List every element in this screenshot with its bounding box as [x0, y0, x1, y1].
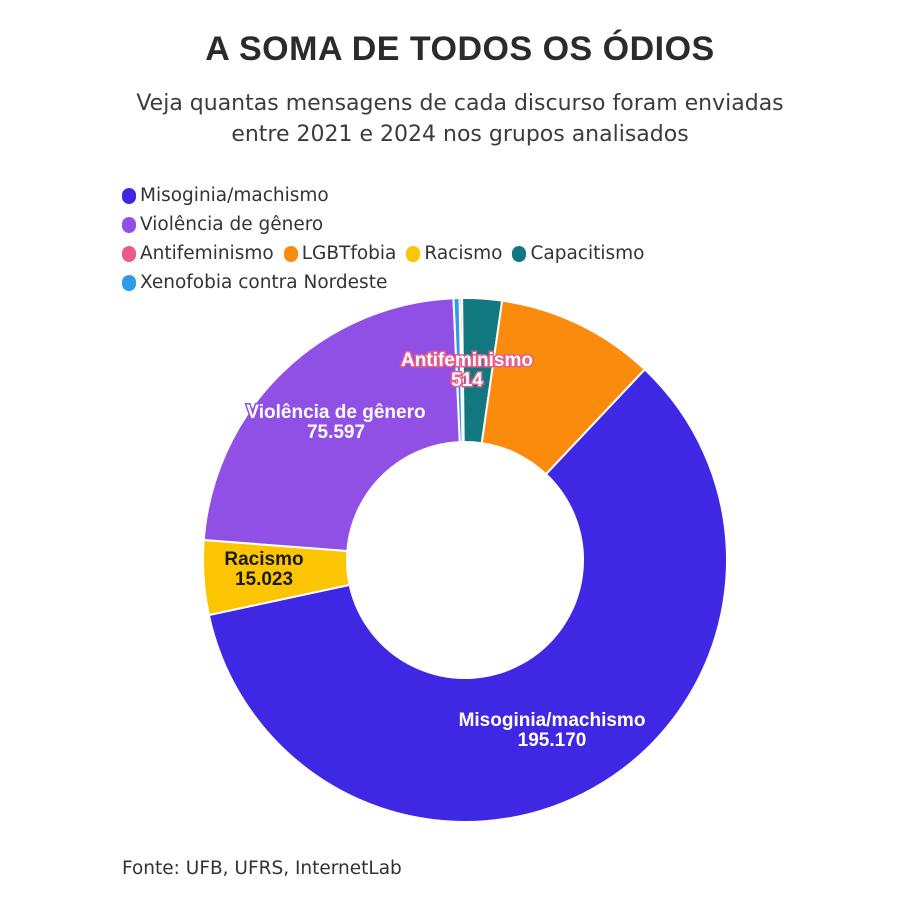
source-note: Fonte: UFB, UFRS, InternetLab [122, 858, 402, 879]
slice-violencia-de-genero [202, 297, 461, 553]
legend-swatch [283, 245, 298, 262]
data-label-value: 195.170 [518, 730, 587, 751]
slice-misoginia-machismo [207, 368, 728, 823]
legend-label: Violência de gênero [140, 214, 324, 235]
legend-swatch [512, 245, 527, 262]
data-label-name: Violência de gênero [246, 402, 425, 423]
legend-label: Racismo [424, 243, 503, 264]
chart-subtitle: Veja quantas mensagens de cada discurso … [136, 91, 784, 147]
legend-item-capacitismo: Capacitismo [512, 241, 644, 266]
legend-item-racismo: Racismo [406, 241, 502, 266]
legend-item-misoginia-machismo: Misoginia/machismo [122, 183, 329, 208]
legend-label: Antifeminismo [140, 243, 274, 264]
legend-swatch [122, 187, 136, 204]
legend-swatch [406, 245, 421, 262]
legend-item-lgbtfobia: LGBTfobia [283, 241, 397, 266]
data-label-value: 75.597 [307, 422, 365, 443]
legend-label: LGBTfobia [301, 243, 397, 264]
legend-swatch [122, 245, 136, 262]
data-label-value: 514 [451, 370, 483, 391]
data-label-name: Racismo [224, 549, 303, 570]
legend-swatch [122, 216, 136, 233]
slice-xenofobia-contra-nordeste [452, 297, 464, 444]
data-label-name: Misoginia/machismo [459, 710, 646, 731]
data-label-name: Antifeminismo [401, 350, 533, 371]
chart-title: A SOMA DE TODOS OS ÓDIOS [205, 30, 715, 68]
legend-item-antifeminismo: Antifeminismo [122, 241, 274, 266]
legend-item-xenofobia-contra-nordeste: Xenofobia contra Nordeste [122, 270, 387, 295]
legend: Misoginia/machismo Violência de gênero Ant… [122, 183, 802, 295]
legend-item-violencia-de-genero: Violência de gênero [122, 212, 323, 237]
data-label-value: 15.023 [235, 569, 293, 590]
legend-label: Misoginia/machismo [140, 185, 329, 206]
legend-swatch [122, 274, 136, 291]
legend-label: Capacitismo [530, 243, 645, 264]
legend-label: Xenofobia contra Nordeste [140, 272, 388, 293]
